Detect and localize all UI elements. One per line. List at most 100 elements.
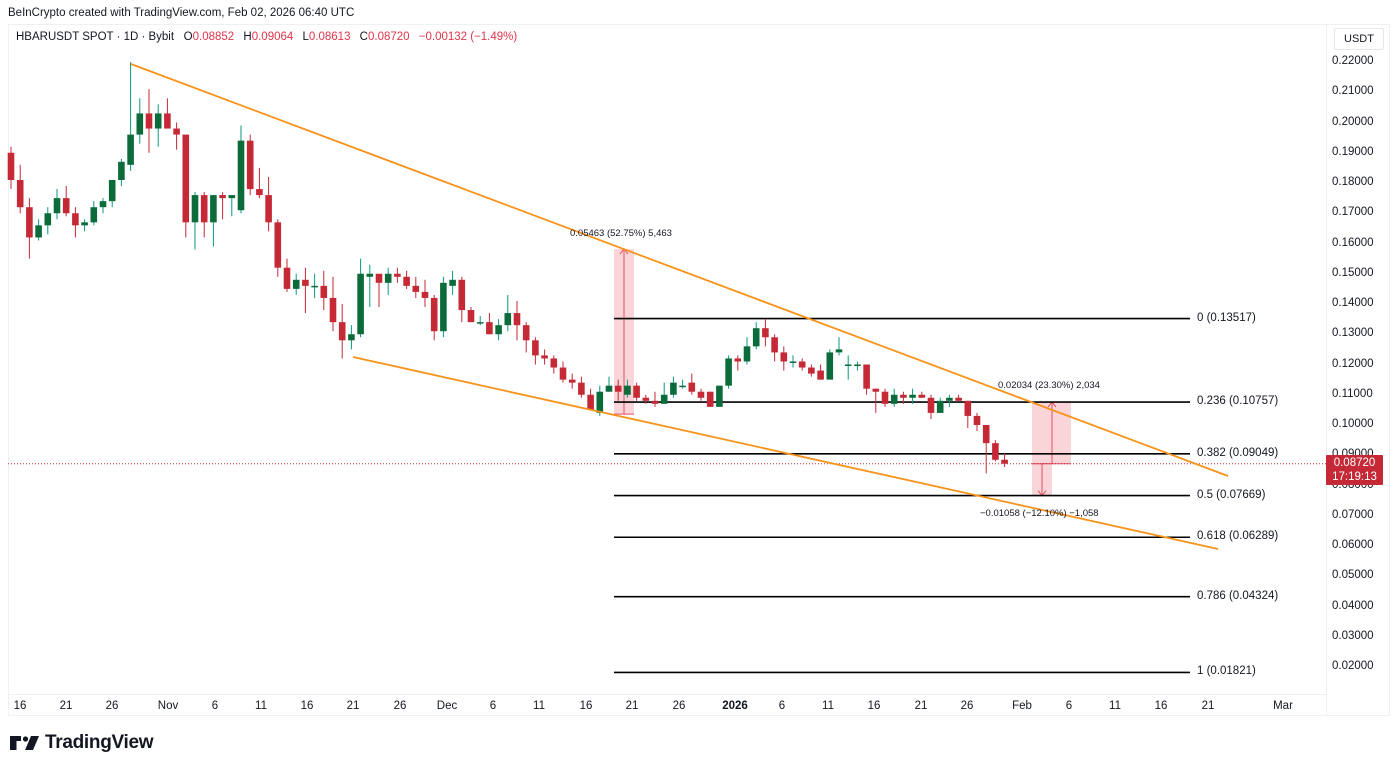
price-tick: 0.14000 xyxy=(1332,297,1374,309)
candle-up xyxy=(605,385,613,392)
price-tick: 0.18000 xyxy=(1332,176,1374,188)
candle-up xyxy=(624,385,631,395)
candle-up xyxy=(99,201,107,208)
upper-trendline xyxy=(130,63,1229,477)
price-axis[interactable] xyxy=(1326,24,1391,716)
candle-down xyxy=(955,397,962,401)
time-tick: 16 xyxy=(579,700,593,712)
candle-down xyxy=(771,337,778,353)
price-tick: 0.06000 xyxy=(1332,539,1374,551)
high-value: 0.09064 xyxy=(251,31,294,43)
candle-down xyxy=(927,397,935,413)
candle-down xyxy=(642,397,650,401)
candle-up xyxy=(725,358,732,386)
candle-down xyxy=(320,285,328,298)
candle-down xyxy=(706,391,714,407)
candle-down xyxy=(164,113,171,129)
candle-up xyxy=(835,349,843,353)
time-tick: 6 xyxy=(489,700,497,712)
last-price: 0.08720 xyxy=(1333,457,1376,469)
candle-up xyxy=(237,140,245,211)
price-tick: 0.15000 xyxy=(1332,266,1374,279)
last-price-tag: 0.08720 17:19:13 xyxy=(1326,455,1383,485)
candle-up xyxy=(357,273,364,335)
candle-down xyxy=(973,415,981,425)
change-value: −0.00132 (−1.49%) xyxy=(418,31,518,43)
tradingview-logo[interactable]: TradingView xyxy=(10,732,154,754)
fib-level-label: 0.382 (0.09049) xyxy=(1197,446,1279,459)
candle-down xyxy=(394,273,401,277)
candle-up xyxy=(716,385,723,407)
time-tick: Dec xyxy=(436,700,458,712)
candle-up xyxy=(670,382,677,395)
candle-up xyxy=(936,400,944,413)
time-tick: 21 xyxy=(346,700,360,712)
candle-down xyxy=(302,279,309,286)
time-tick: 6 xyxy=(778,700,786,712)
candle-up xyxy=(81,222,88,226)
symbol-title[interactable]: HBARUSDT SPOT · 1D · Bybit xyxy=(16,31,175,43)
candle-down xyxy=(62,198,70,214)
candle-down xyxy=(817,370,824,380)
time-tick: 26 xyxy=(105,700,119,712)
candle-down xyxy=(780,352,788,362)
candle-up xyxy=(789,361,797,363)
candle-up xyxy=(191,195,199,223)
candle-up xyxy=(909,394,916,398)
candle-up xyxy=(476,322,484,324)
time-tick: 26 xyxy=(960,700,974,712)
candlestick-chart[interactable] xyxy=(0,0,1326,694)
time-tick: 21 xyxy=(914,700,928,712)
low-label: L xyxy=(302,31,309,43)
time-axis[interactable] xyxy=(8,694,1326,717)
time-tick: 21 xyxy=(59,700,73,712)
candle-down xyxy=(881,391,889,404)
candle-down xyxy=(633,385,640,398)
price-tick: 0.03000 xyxy=(1332,629,1374,642)
price-tick: 0.16000 xyxy=(1332,236,1374,249)
measurement-label: 0.02034 (23.30%) 2,034 xyxy=(998,380,1100,391)
time-tick: 16 xyxy=(1154,700,1168,712)
measurement-label: 0.05463 (52.75%) 5,463 xyxy=(570,228,672,239)
candle-down xyxy=(982,425,990,444)
candle-down xyxy=(173,128,180,135)
countdown: 17:19:13 xyxy=(1332,471,1377,483)
price-tick: 0.17000 xyxy=(1332,206,1374,219)
candle-down xyxy=(522,325,530,341)
candle-down xyxy=(587,394,594,410)
time-tick: 2026 xyxy=(722,700,748,712)
candle-down xyxy=(1001,459,1008,464)
measurement-label: −0.01058 (−12.10%) −1,058 xyxy=(980,508,1099,519)
candle-up xyxy=(826,352,834,380)
time-tick: 16 xyxy=(300,700,314,712)
chart-credit: BeInCrypto created with TradingView.com,… xyxy=(8,7,355,19)
fib-level-label: 0.236 (0.10757) xyxy=(1197,395,1279,408)
candle-down xyxy=(145,113,153,129)
candle-up xyxy=(35,225,42,238)
candle-down xyxy=(72,213,79,226)
candle-up xyxy=(311,285,318,288)
open-value: 0.08852 xyxy=(192,31,235,43)
candle-down xyxy=(274,222,282,268)
candle-down xyxy=(550,358,558,368)
candle-down xyxy=(283,267,291,289)
time-tick: 11 xyxy=(255,700,267,712)
candle-down xyxy=(513,313,521,326)
candle-down xyxy=(688,382,696,392)
candle-up xyxy=(504,313,512,326)
price-tick: 0.10000 xyxy=(1332,418,1374,430)
fib-level-label: 0.618 (0.06289) xyxy=(1197,530,1279,543)
candle-up xyxy=(53,198,61,214)
candle-down xyxy=(421,291,429,298)
time-tick: 11 xyxy=(822,700,834,712)
price-tick: 0.22000 xyxy=(1332,55,1374,67)
price-tick: 0.13000 xyxy=(1332,327,1374,340)
candle-up xyxy=(890,394,898,404)
candle-down xyxy=(532,340,539,356)
candle-down xyxy=(697,391,705,398)
time-tick: 21 xyxy=(625,700,639,712)
candle-down xyxy=(808,367,815,374)
currency-button[interactable]: USDT xyxy=(1334,28,1384,50)
candle-down xyxy=(329,297,337,323)
candle-up xyxy=(449,279,456,286)
